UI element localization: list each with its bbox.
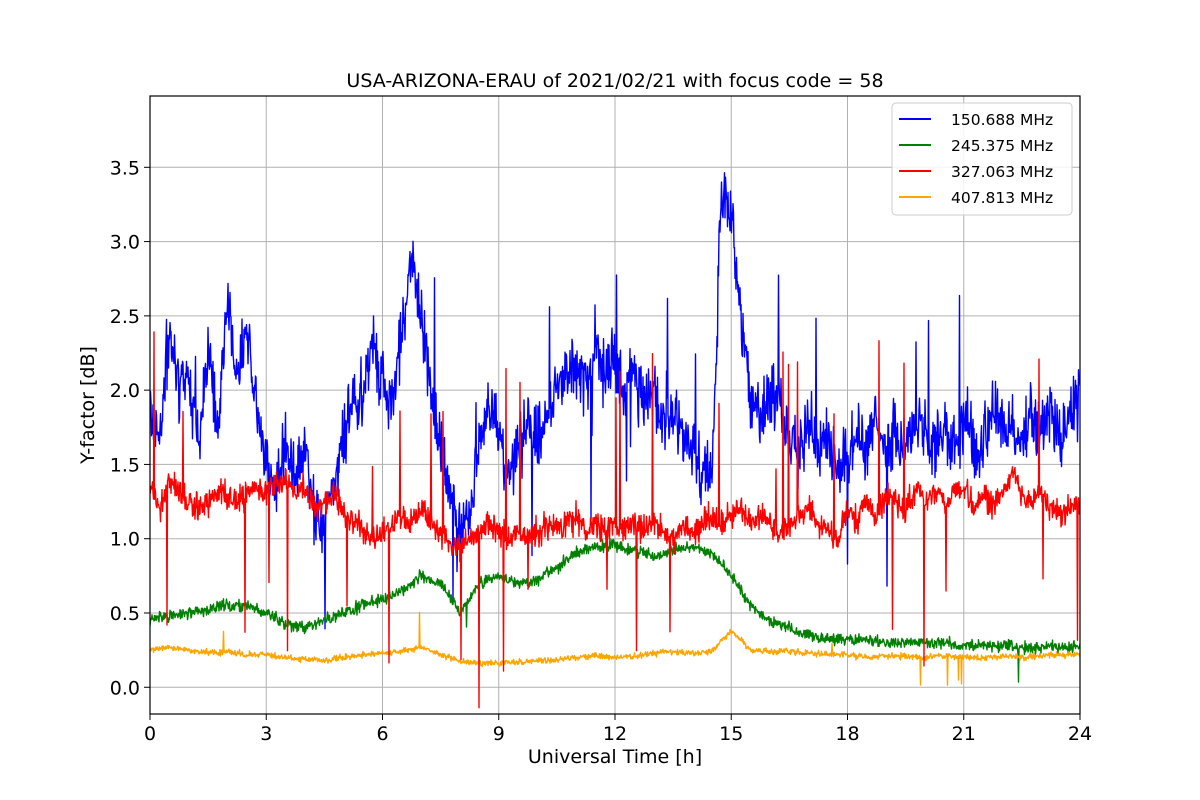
x-tick-label: 15 <box>719 723 743 745</box>
series-line-1 <box>150 172 1080 630</box>
series-line-4 <box>150 611 1080 686</box>
x-tick-label: 18 <box>835 723 859 745</box>
x-tick-label: 6 <box>376 723 388 745</box>
y-tick-label: 1.0 <box>110 529 140 551</box>
y-tick-label: 0.5 <box>110 603 140 625</box>
x-tick-label: 24 <box>1068 723 1092 745</box>
legend-label: 407.813 MHz <box>951 189 1053 207</box>
legend-label: 150.688 MHz <box>951 111 1053 129</box>
y-tick-label: 0.0 <box>110 677 140 699</box>
x-tick-label: 12 <box>603 723 627 745</box>
y-tick-label: 3.5 <box>110 157 140 179</box>
x-tick-label: 9 <box>493 723 505 745</box>
series-layer <box>150 172 1080 709</box>
series-line-3 <box>150 331 1080 709</box>
axis-ticks: 0 3 6 9 12 15 18 21 24 0.0 0.5 1.0 1.5 2.0 2.5 3.0 3.5 <box>110 157 1092 745</box>
x-axis-label: Universal Time [h] <box>528 746 702 768</box>
chart-title: USA-ARIZONA-ERAU of 2021/02/21 with focu… <box>346 70 883 92</box>
x-tick-label: 0 <box>144 723 156 745</box>
x-tick-label: 21 <box>952 723 976 745</box>
x-tick-label: 3 <box>260 723 272 745</box>
y-tick-label: 2.0 <box>110 380 140 402</box>
legend-label: 245.375 MHz <box>951 137 1053 155</box>
y-tick-label: 3.0 <box>110 232 140 254</box>
y-tick-label: 2.5 <box>110 306 140 328</box>
series-line-2 <box>150 538 1080 683</box>
legend-box <box>891 102 1073 216</box>
legend: 150.688 MHz 245.375 MHz 327.063 MHz 407.813… <box>891 102 1073 216</box>
y-axis-label: Y-factor [dB] <box>77 346 99 465</box>
legend-label: 327.063 MHz <box>951 163 1053 181</box>
y-tick-label: 1.5 <box>110 454 140 476</box>
